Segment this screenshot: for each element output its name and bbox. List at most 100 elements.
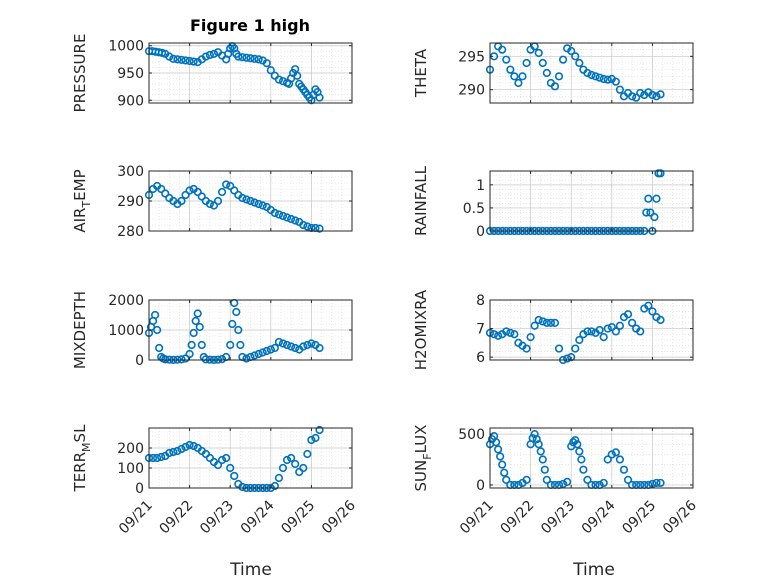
data-point — [303, 340, 312, 350]
data-point — [315, 93, 324, 102]
data-point — [161, 189, 170, 198]
y-tick-label: 200 — [117, 441, 144, 457]
data-point — [177, 444, 186, 454]
data-point — [538, 317, 547, 326]
data-point — [579, 465, 588, 474]
data-point — [491, 438, 501, 447]
data-point — [155, 343, 164, 353]
data-point — [583, 68, 592, 78]
data-point — [274, 210, 284, 219]
data-point — [494, 331, 503, 340]
y-tick-label: 0 — [476, 478, 485, 494]
data-point — [250, 54, 259, 63]
data-point — [287, 453, 296, 463]
data-point — [291, 343, 300, 353]
chart-mixdepth: 0 1000 2000 MIXDEPTH — [71, 291, 353, 369]
y-tick-label: 0 — [135, 353, 144, 369]
data-point — [266, 66, 275, 75]
data-point — [530, 321, 539, 330]
data-point — [157, 184, 166, 194]
data-point — [528, 434, 537, 443]
data-point — [652, 478, 661, 488]
data-point — [502, 327, 511, 336]
data-point — [623, 475, 633, 484]
data-point — [494, 445, 503, 454]
data-point — [646, 208, 655, 217]
y-tick-label: 295 — [458, 49, 485, 65]
data-point — [173, 446, 182, 456]
axes-box — [489, 170, 694, 232]
chart-rainfall: 0 0.5 1 RAINFALL — [412, 165, 694, 240]
data-point — [636, 327, 645, 336]
data-point — [615, 321, 625, 330]
data-point — [656, 90, 665, 99]
y-tick-label: 900 — [117, 93, 144, 109]
data-point — [489, 330, 499, 339]
x-axis-label-left: Time — [229, 560, 272, 580]
data-point — [181, 354, 190, 363]
data-point — [205, 50, 214, 60]
data-point — [258, 348, 267, 357]
data-point — [498, 460, 507, 469]
data-point — [238, 482, 247, 492]
data-point — [228, 319, 237, 329]
data-point — [603, 324, 612, 333]
data-point — [652, 194, 661, 203]
data-point — [573, 440, 582, 449]
data-point — [502, 475, 511, 484]
y-tick-label: 0.5 — [463, 201, 485, 217]
data-point — [656, 478, 665, 488]
y-tick-label: 0 — [135, 481, 144, 497]
data-point — [615, 455, 625, 464]
y-tick-label: 290 — [117, 194, 144, 210]
data-point — [232, 307, 241, 317]
y-axis-label: H2OMIXRA — [412, 289, 430, 370]
data-point — [538, 455, 547, 464]
data-point — [595, 325, 604, 335]
data-point — [534, 48, 543, 58]
data-point — [238, 193, 247, 203]
data-point — [173, 55, 182, 64]
data-point — [577, 455, 586, 464]
data-point — [236, 340, 245, 350]
data-point — [181, 442, 190, 452]
data-point — [522, 58, 531, 68]
data-point — [510, 330, 519, 339]
data-point — [282, 340, 292, 350]
data-point — [254, 55, 263, 64]
y-tick-label: 1000 — [108, 39, 144, 55]
data-point — [542, 475, 551, 484]
data-point — [205, 199, 214, 209]
data-point — [169, 54, 178, 63]
data-point — [563, 354, 572, 363]
data-point — [185, 440, 194, 450]
data-point — [278, 211, 288, 221]
data-point — [563, 477, 572, 486]
data-point — [189, 328, 198, 338]
y-tick-label: 0 — [476, 224, 485, 240]
data-point — [615, 85, 625, 94]
data-point — [632, 93, 641, 102]
y-tick-label: 6 — [476, 350, 485, 366]
data-point — [201, 355, 210, 364]
data-point — [250, 351, 259, 360]
data-point — [526, 333, 535, 342]
data-point — [270, 343, 279, 353]
data-point — [554, 344, 564, 353]
data-point — [627, 92, 637, 101]
y-axis-label: TERRMSL — [71, 424, 93, 493]
data-point — [542, 68, 551, 78]
data-point — [575, 58, 584, 68]
y-tick-label: 280 — [117, 224, 144, 240]
data-point — [181, 56, 190, 65]
y-tick-label: 1 — [476, 178, 485, 194]
data-point — [197, 192, 206, 201]
data-point — [282, 213, 292, 222]
data-point — [222, 180, 231, 189]
chart-air_temp: 280 290 300 AIRTEMP — [71, 164, 353, 240]
data-point — [611, 77, 620, 86]
data-point — [303, 449, 312, 459]
data-point — [567, 46, 576, 56]
data-point — [177, 355, 186, 364]
